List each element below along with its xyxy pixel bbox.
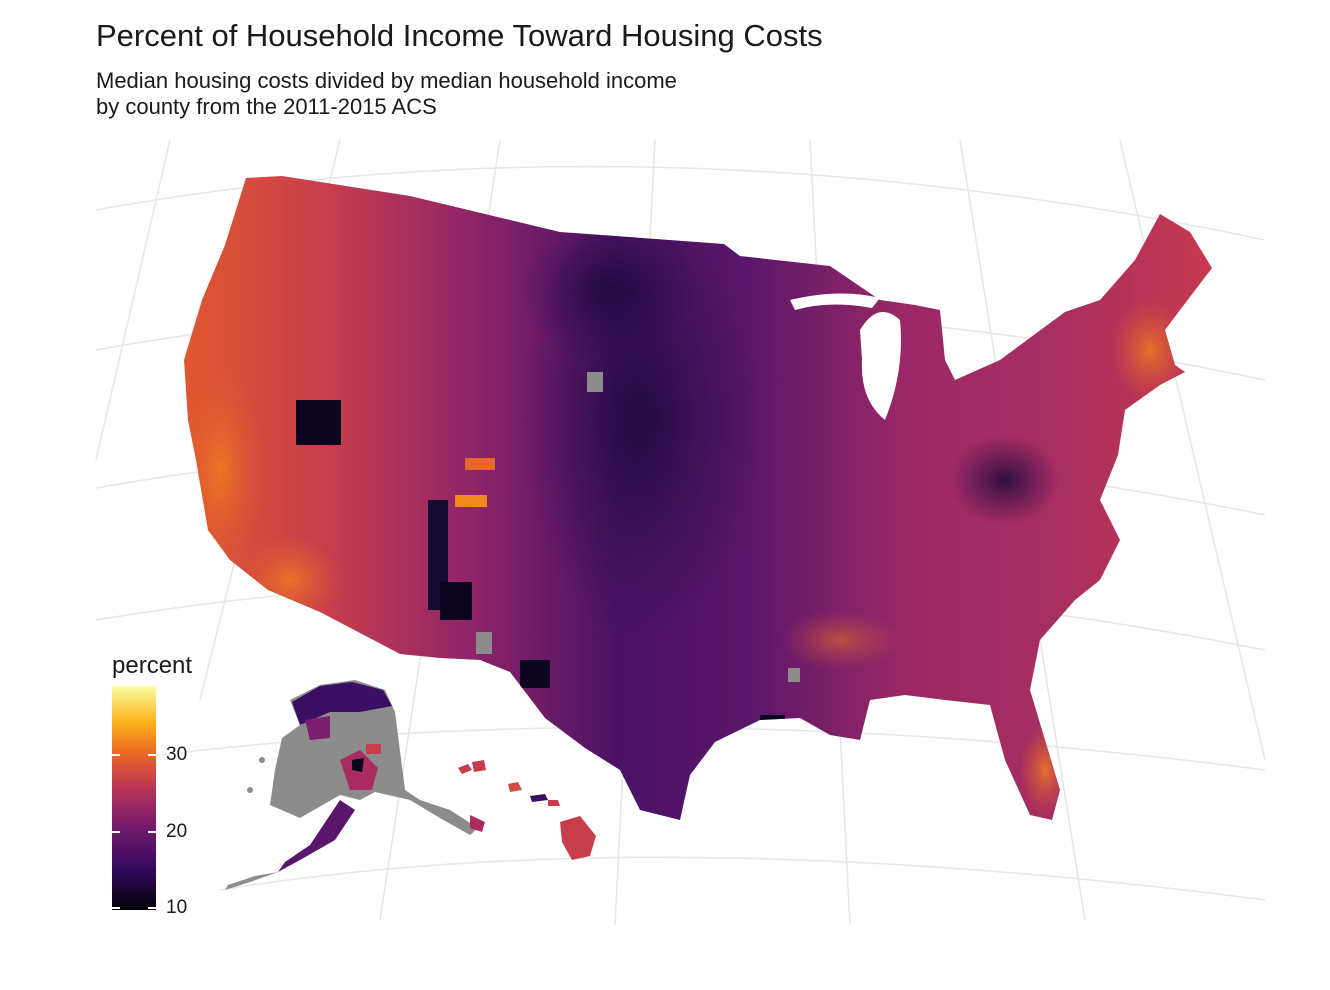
region-contiguous-us <box>184 176 1212 820</box>
subtitle-line-2: by county from the 2011-2015 ACS <box>96 94 437 119</box>
legend-title: percent <box>112 652 193 679</box>
legend-tick-label: 20 <box>166 820 188 842</box>
subtitle-line-1: Median housing costs divided by median h… <box>96 68 677 93</box>
region-alaska <box>225 680 485 890</box>
chart-title: Percent of Household Income Toward Housi… <box>96 18 823 53</box>
legend-tick-label: 10 <box>166 897 188 919</box>
legend-colorbar <box>112 686 156 910</box>
legend-tick-label: 30 <box>166 744 188 766</box>
region-hawaii <box>458 760 596 860</box>
chart-subtitle: Median housing costs divided by median h… <box>96 68 677 120</box>
